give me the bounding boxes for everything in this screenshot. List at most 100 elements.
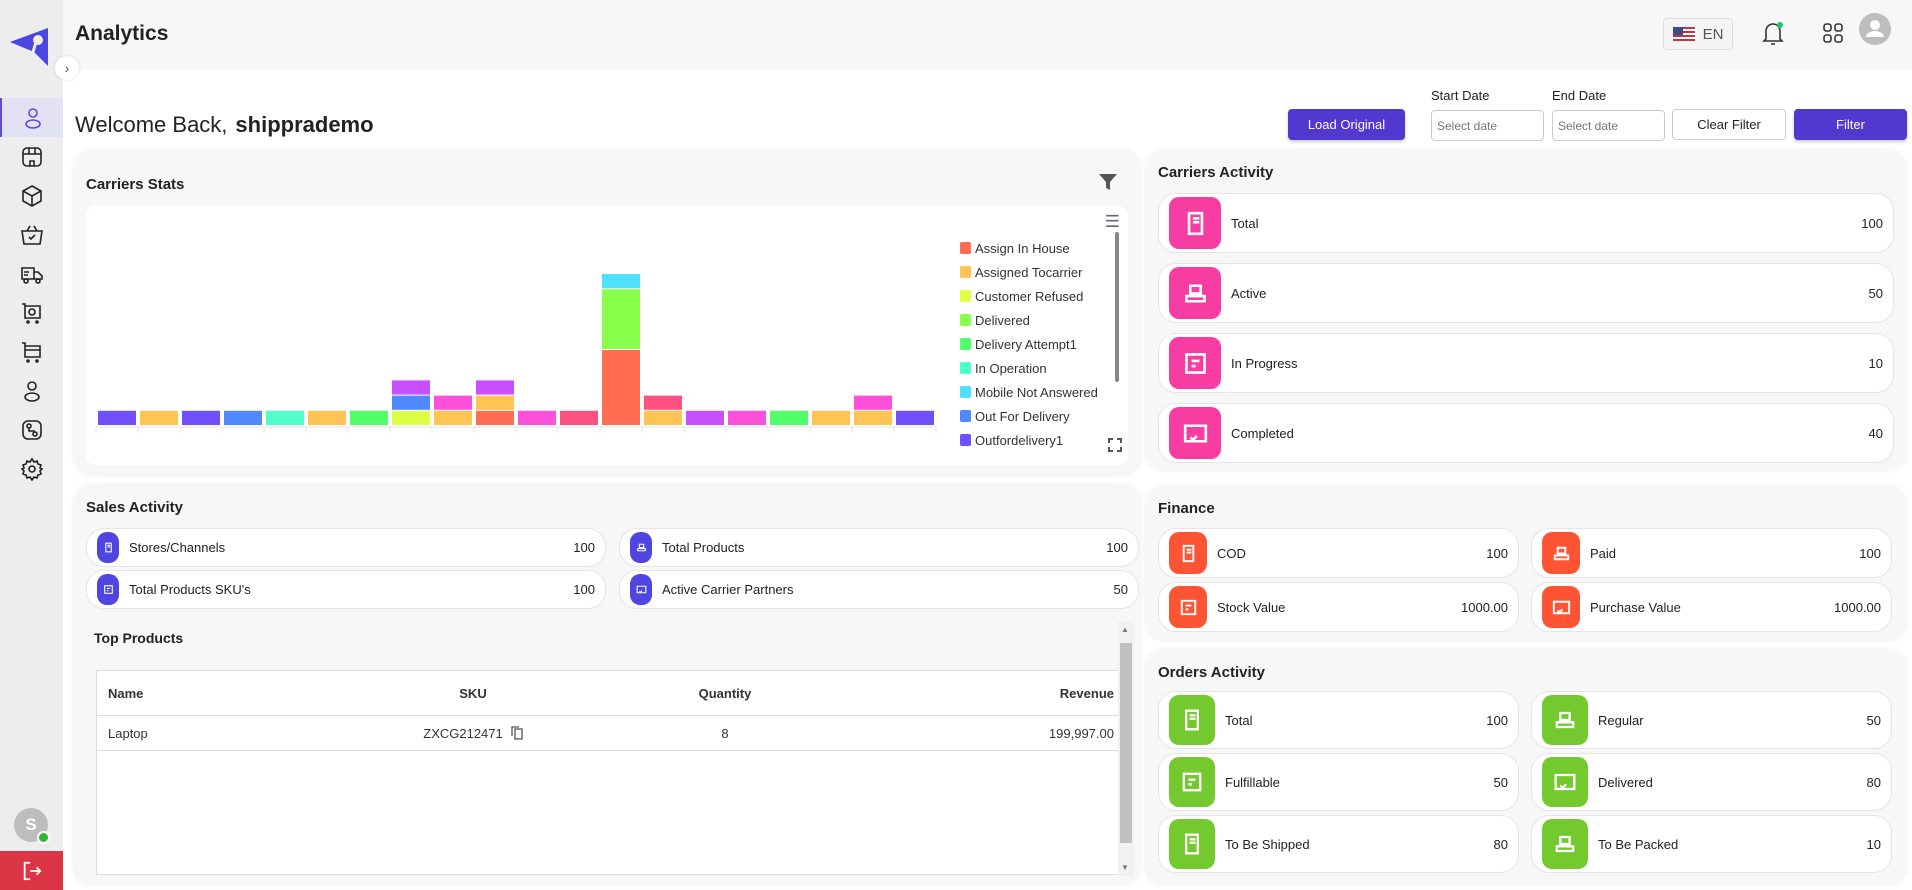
bar-segment-assigned-tocarrier-6[interactable] [308,410,346,425]
regular-icon [1542,695,1588,745]
bar-segment-assign-in-house-10[interactable] [476,410,514,425]
chart-menu-icon[interactable]: ☰ [1104,212,1120,231]
column-header-quantity[interactable]: Quantity [698,685,752,701]
sidebar-item-orders[interactable] [0,215,63,254]
sidebar-item-shipping[interactable] [0,254,63,293]
bar-segment-series-15[interactable] [686,410,724,425]
bar-segment-assigned-tocarrier-18[interactable] [812,410,850,425]
bar-segment-assigned-tocarrier-2[interactable] [140,410,178,425]
table-scrollbar[interactable]: ▲ ▼ [1118,621,1134,876]
bar-segment-in-operation-5[interactable] [266,410,304,425]
scroll-up-arrow-icon[interactable]: ▲ [1121,625,1129,634]
bar-segment-mobile-not-answered-13[interactable] [602,274,640,289]
stat-label: Total [1231,215,1259,231]
bar-segment-series-9[interactable] [434,395,472,410]
sidebar-item-dashboard[interactable] [0,98,63,137]
filter-funnel-icon[interactable] [1098,172,1118,192]
start-date-input[interactable] [1431,110,1544,141]
load-original-button[interactable]: Load Original [1288,109,1405,140]
legend-item-customer-refused[interactable]: Customer Refused [960,284,1110,308]
stat-total-products[interactable]: Total Products 100 [619,528,1139,567]
bar-segment-series-19[interactable] [854,395,892,410]
legend-item-assign-in-house[interactable]: Assign In House [960,236,1110,260]
legend-item-out-for-delivery[interactable]: Out For Delivery [960,404,1110,428]
bar-segment-series-8[interactable] [392,380,430,395]
stat-stores-channels[interactable]: Stores/Channels 100 [86,528,606,567]
profile-avatar-icon[interactable] [1859,13,1891,45]
stat-in-progress[interactable]: In Progress 10 [1158,333,1894,393]
bar-segment-delivery-attempt1-7[interactable] [350,410,388,425]
stat-completed[interactable]: Completed 40 [1158,403,1894,463]
stat-label: Paid [1590,545,1617,561]
cell-name: Laptop [108,725,148,741]
user-avatar[interactable]: S [14,808,50,844]
language-selector[interactable]: EN [1663,18,1733,50]
copy-icon[interactable] [511,726,523,740]
bar-segment-assigned-tocarrier-10[interactable] [476,395,514,410]
bar-segment-assign-in-house-13[interactable] [602,350,640,425]
sidebar-item-checkout[interactable] [0,332,63,371]
sidebar-item-integrations[interactable] [0,410,63,449]
top-products-table: Name SKU Quantity Revenue Laptop ZXCG212… [96,670,1126,875]
stat-to-be-shipped[interactable]: To Be Shipped 80 [1158,815,1519,873]
bar-segment-series-14[interactable] [644,395,682,410]
notification-bell-icon[interactable] [1760,20,1786,48]
bar-segment-customer-refused-8[interactable] [392,410,430,425]
stat-to-be-packed[interactable]: To Be Packed 10 [1531,815,1892,873]
stat-purchase-value[interactable]: Purchase Value 1000.00 [1531,582,1892,632]
sidebar-item-stores[interactable] [0,137,63,176]
sidebar-toggle-button[interactable]: › [55,56,79,80]
cart-timer-icon [21,302,41,324]
bar-segment-outfordelivery1-1[interactable] [98,410,136,425]
stat-stock-value[interactable]: Stock Value 1000.00 [1158,582,1519,632]
scrollbar-thumb[interactable] [1120,643,1132,843]
legend-item-in-operation[interactable]: In Operation [960,356,1110,380]
bar-segment-out-for-delivery-4[interactable] [224,410,262,425]
apps-grid-icon[interactable] [1822,22,1844,44]
bar-segment-outfordelivery1-3[interactable] [182,410,220,425]
legend-swatch [960,410,971,422]
bar-segment-assigned-tocarrier-14[interactable] [644,410,682,425]
bar-segment-delivered-13[interactable] [602,289,640,349]
stat-total[interactable]: Total 100 [1158,691,1519,749]
scroll-down-arrow-icon[interactable]: ▼ [1121,863,1129,872]
legend-item-outfordelivery1[interactable]: Outfordelivery1 [960,428,1110,452]
legend-item-delivered[interactable]: Delivered [960,308,1110,332]
bar-segment-outfordelivery1-20[interactable] [896,410,934,425]
sidebar-item-users[interactable] [0,371,63,410]
logout-button[interactable] [0,851,63,890]
stat-active[interactable]: Active 50 [1158,263,1894,323]
sidebar-item-products[interactable] [0,176,63,215]
legend-scrollbar[interactable] [1115,232,1119,382]
stat-delivered[interactable]: Delivered 80 [1531,753,1892,811]
legend-item-mobile-not-answered[interactable]: Mobile Not Answered [960,380,1110,404]
bar-segment-series-16[interactable] [728,410,766,425]
bar-segment-series-11[interactable] [518,410,556,425]
stat-total[interactable]: Total 100 [1158,193,1894,253]
legend-swatch [960,314,971,326]
column-header-revenue[interactable]: Revenue [1059,685,1114,701]
total-products-icon [630,532,652,563]
bar-segment-delivery-attempt1-17[interactable] [770,410,808,425]
sidebar-item-carts[interactable] [0,293,63,332]
clear-filter-button[interactable]: Clear Filter [1672,109,1786,140]
bar-segment-assigned-tocarrier-19[interactable] [854,410,892,425]
bar-segment-series-10[interactable] [476,380,514,395]
legend-item-assigned-tocarrier[interactable]: Assigned Tocarrier [960,260,1110,284]
stat-active-carrier-partners[interactable]: Active Carrier Partners 50 [619,570,1139,609]
stat-regular[interactable]: Regular 50 [1531,691,1892,749]
column-header-name[interactable]: Name [108,685,144,701]
fullscreen-icon[interactable] [1108,438,1122,452]
bar-segment-series-12[interactable] [560,410,598,425]
bar-segment-assigned-tocarrier-9[interactable] [434,410,472,425]
legend-item-delivery-attempt1[interactable]: Delivery Attempt1 [960,332,1110,356]
stat-fulfillable[interactable]: Fulfillable 50 [1158,753,1519,811]
stat-paid[interactable]: Paid 100 [1531,528,1892,578]
column-header-sku[interactable]: SKU [459,685,487,701]
stat-total-products-sku-s[interactable]: Total Products SKU's 100 [86,570,606,609]
end-date-input[interactable] [1552,110,1665,141]
filter-button[interactable]: Filter [1794,109,1907,140]
bar-segment-out-for-delivery-8[interactable] [392,395,430,410]
stat-cod[interactable]: COD 100 [1158,528,1519,578]
sidebar-item-settings[interactable] [0,449,63,488]
